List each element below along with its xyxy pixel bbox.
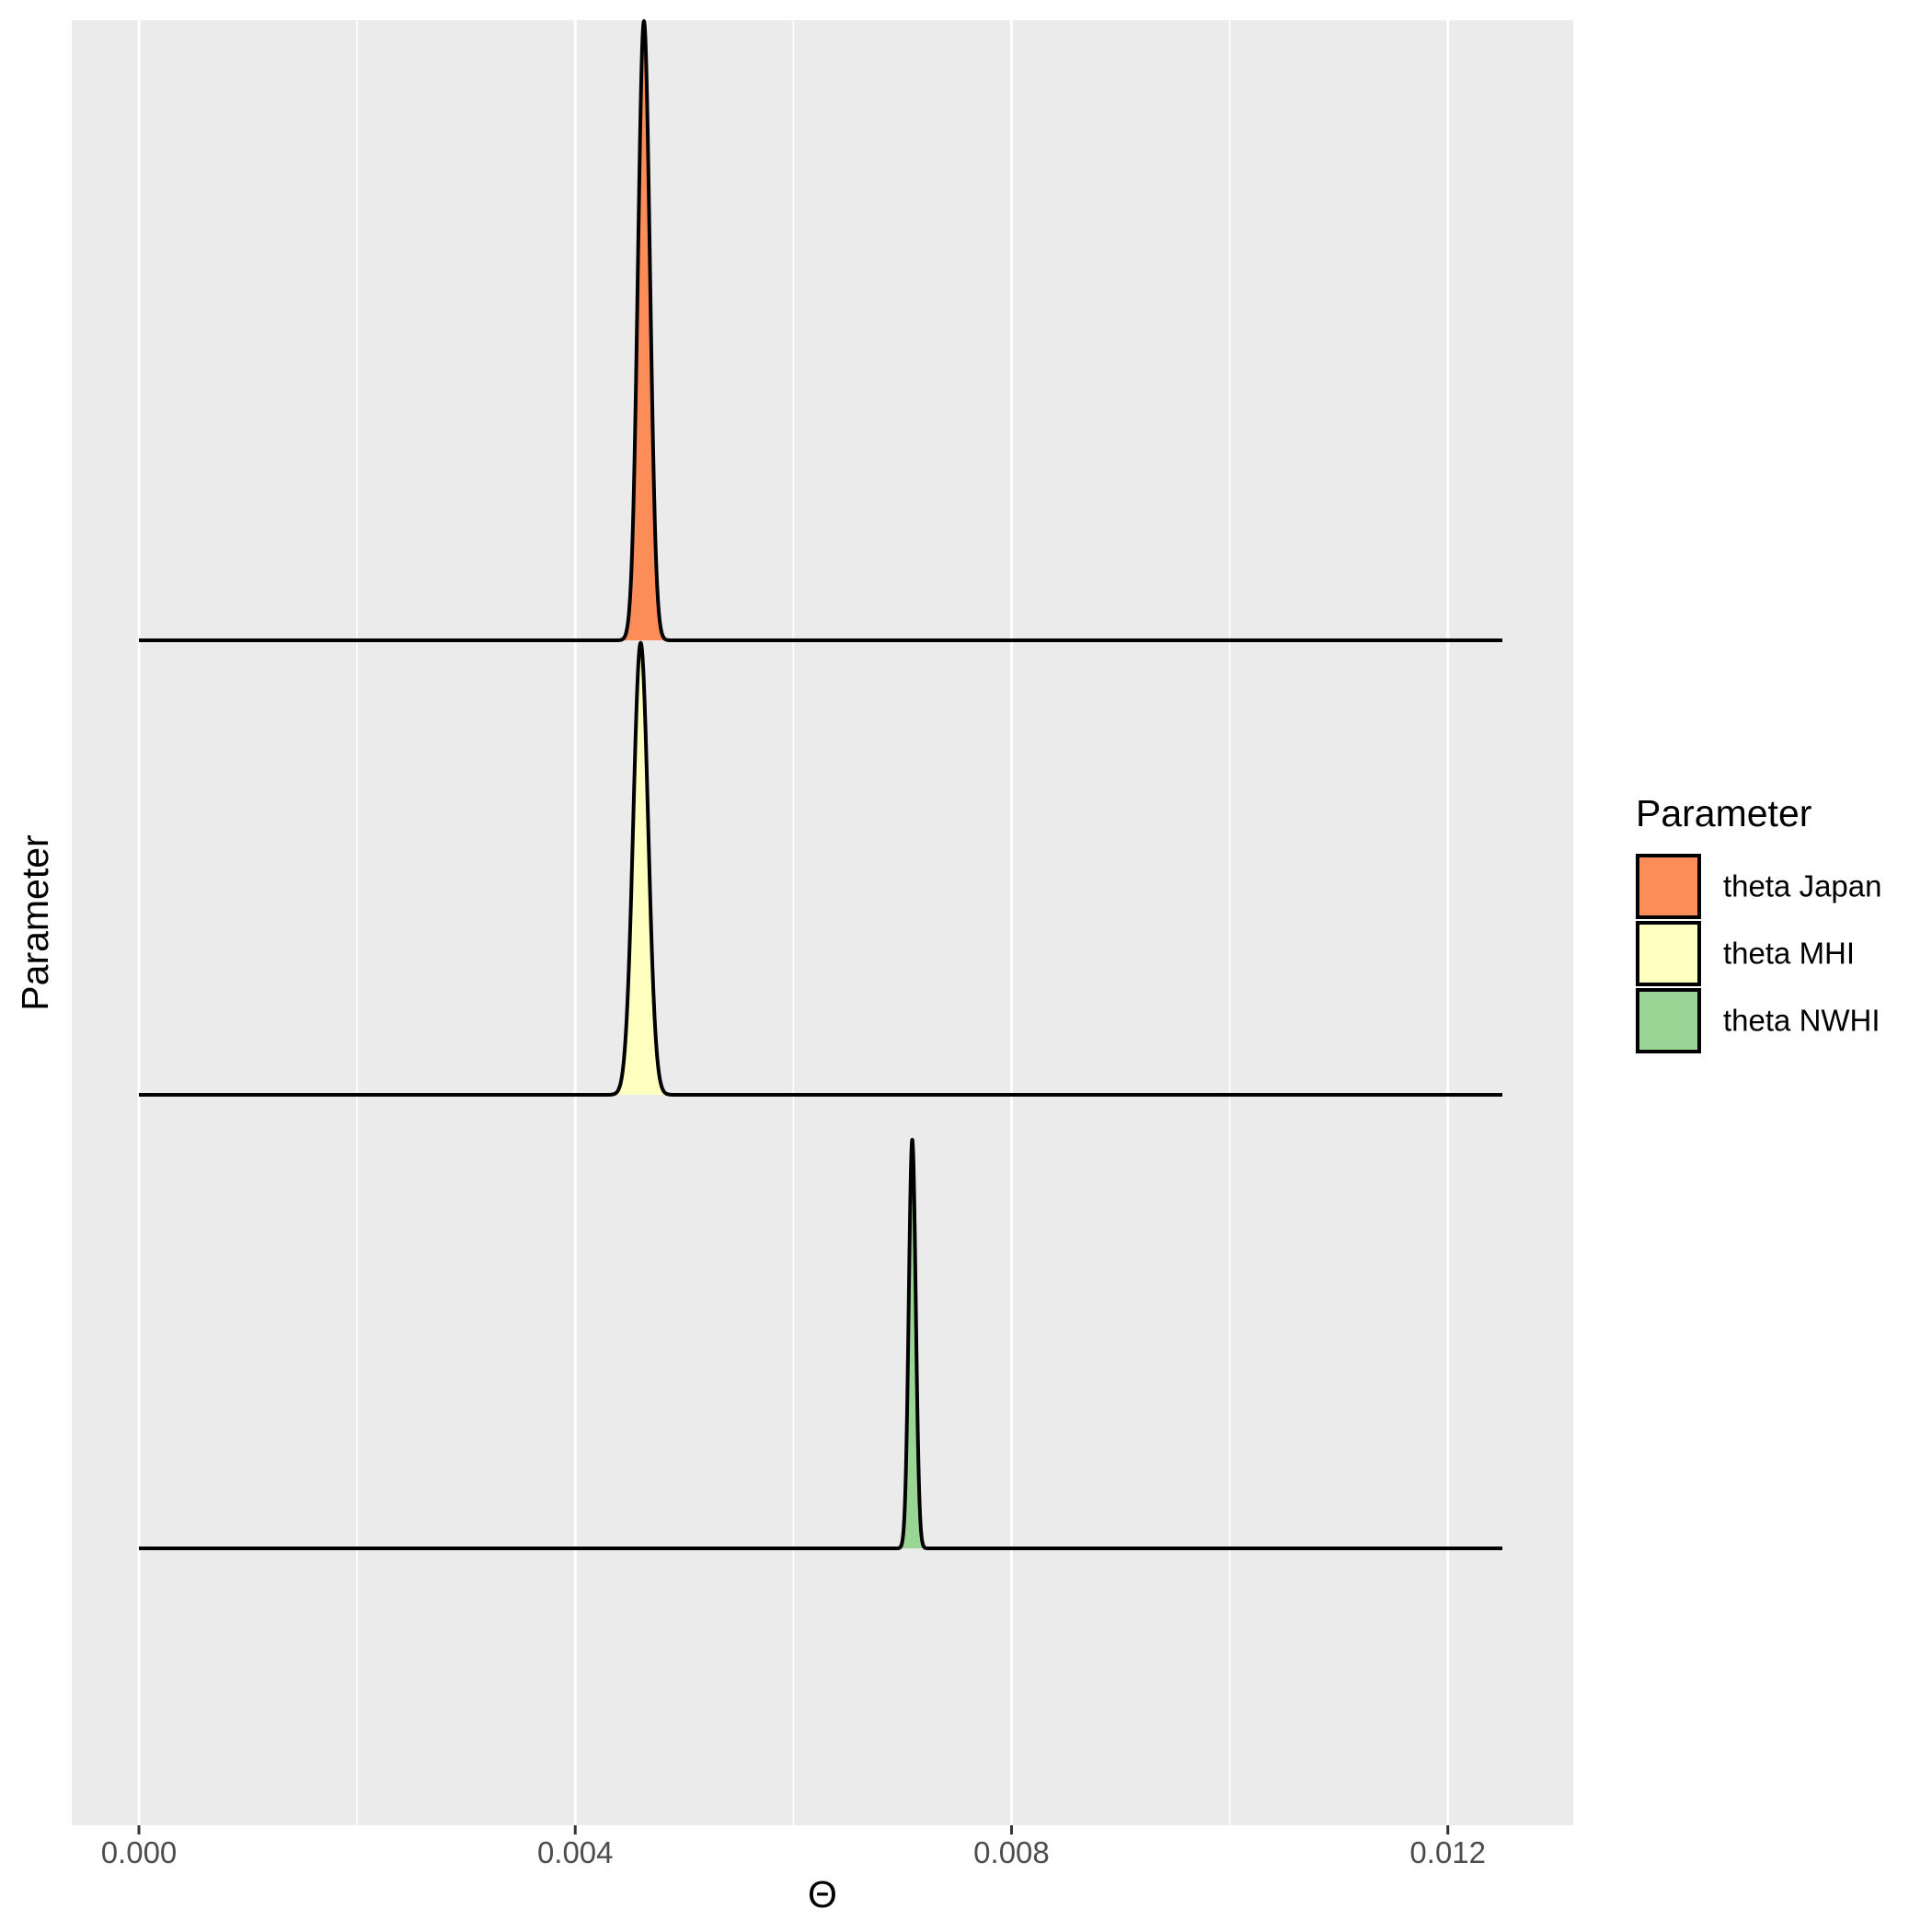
legend-label: theta NWHI <box>1723 1004 1880 1038</box>
ridge-theta-mhi <box>138 640 1503 1097</box>
plot-panel <box>72 20 1573 1825</box>
ridge-outline <box>138 19 1503 642</box>
legend-key <box>1636 854 1701 919</box>
ridge-theta-nwhi <box>138 1137 1503 1550</box>
legend-label: theta Japan <box>1723 869 1881 903</box>
ridge-outline <box>138 1137 1503 1550</box>
ridge-outline <box>138 640 1503 1097</box>
legend-title: Parameter <box>1636 792 1811 834</box>
legend: Parameter theta Japan theta MHI theta NWHI <box>1636 792 1881 1053</box>
grid-lines <box>137 20 1450 1825</box>
legend-label: theta MHI <box>1723 937 1855 971</box>
x-tick-label: 0.004 <box>537 1835 614 1869</box>
density-ridges <box>138 19 1503 1550</box>
x-axis-title: Θ <box>808 1873 837 1915</box>
x-tick-label: 0.008 <box>973 1835 1050 1869</box>
ridge-theta-japan <box>138 19 1503 642</box>
y-axis-title: Parameter <box>14 834 56 1010</box>
x-tick-label: 0.012 <box>1409 1835 1486 1869</box>
legend-key <box>1636 921 1701 986</box>
x-tick-label: 0.000 <box>101 1835 178 1869</box>
x-axis: 0.000 0.004 0.008 0.012 <box>101 1825 1486 1869</box>
legend-key <box>1636 988 1701 1053</box>
